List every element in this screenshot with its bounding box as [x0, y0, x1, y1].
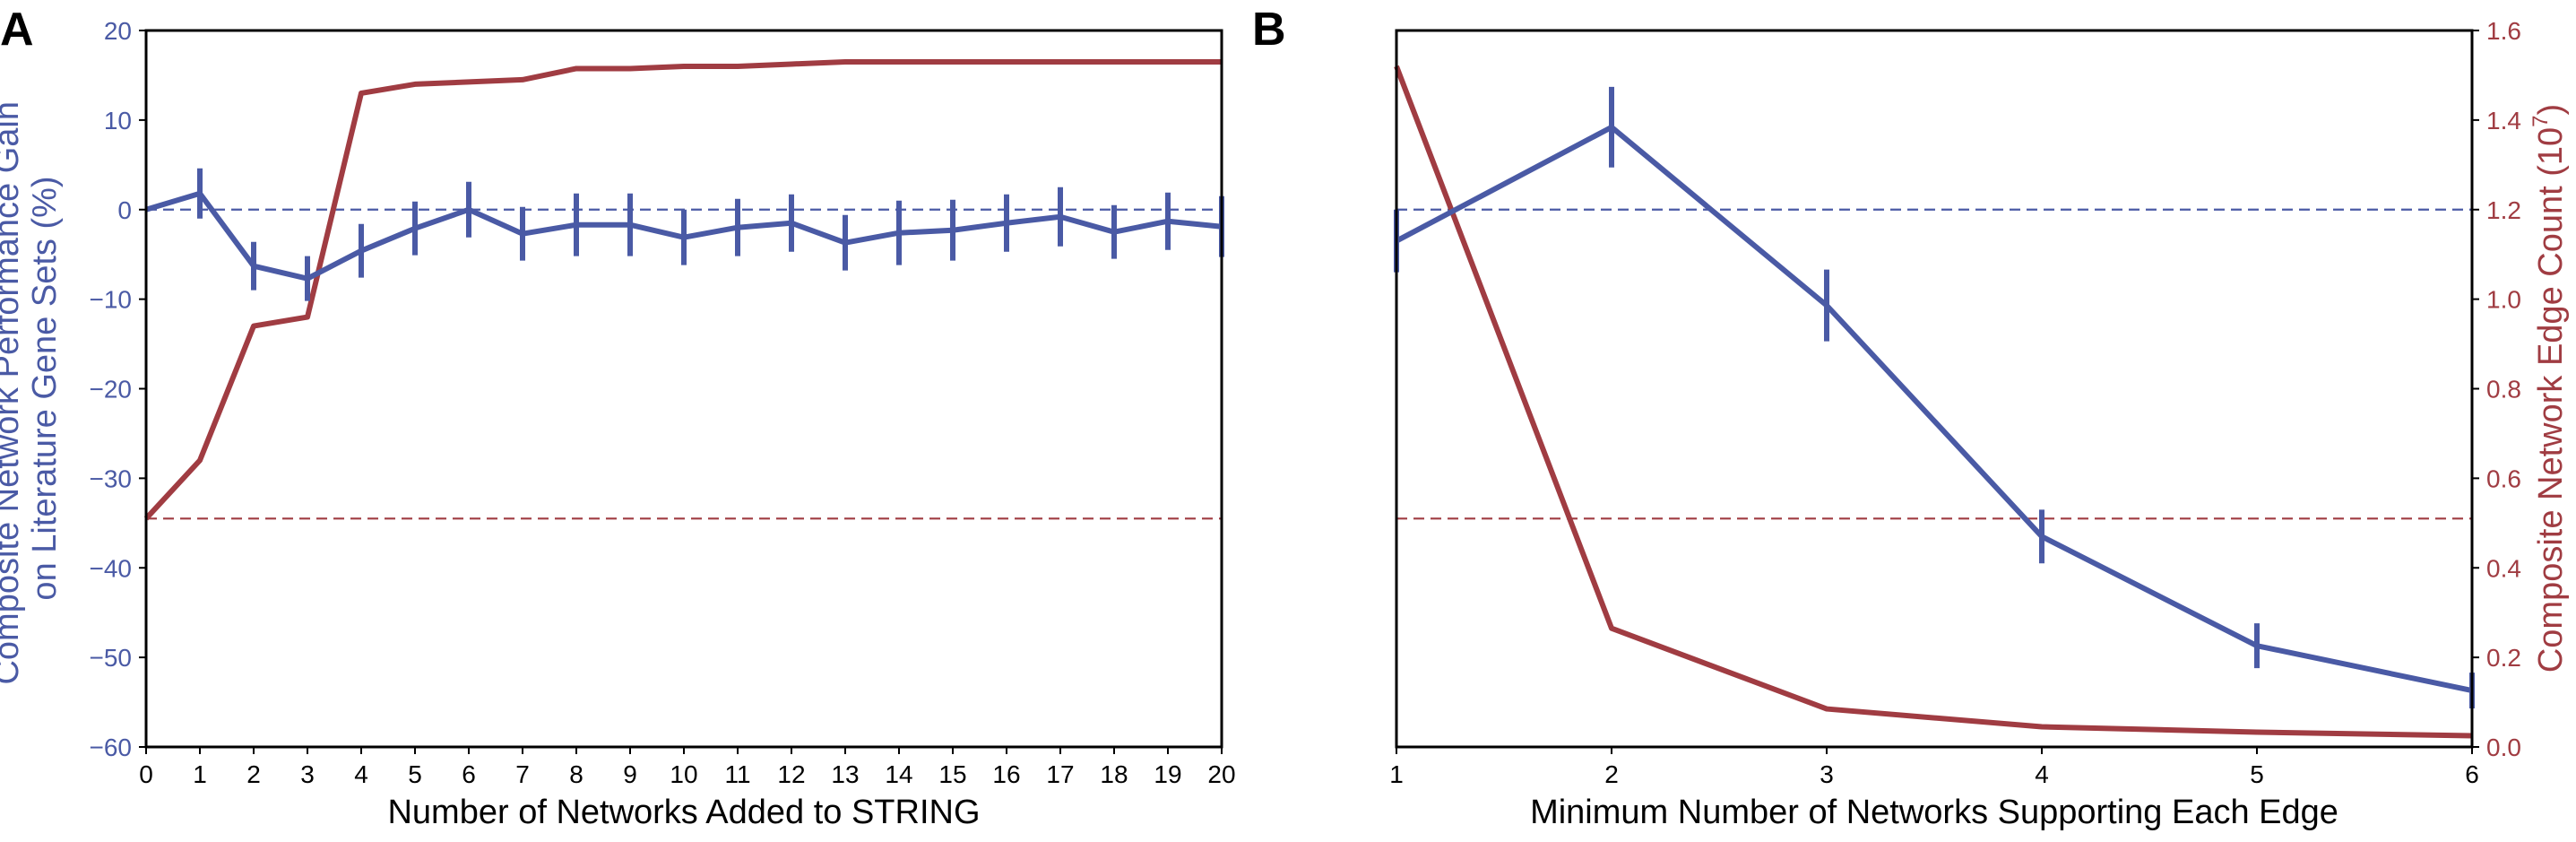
- panel-a-x-tick-label: 16: [992, 760, 1020, 788]
- panel-a-y-tick-label: −50: [90, 644, 133, 672]
- panel-b: B 1 2 3 4 5 6 0.0 0.2 0.4 0.6 0.8 1.0 1.2 1.4 1.6 Min…: [1252, 4, 2570, 831]
- panel-a-ylabel-line1: Composite Network Performance Gain: [0, 101, 26, 684]
- panel-a-x-tick-label: 5: [408, 760, 422, 788]
- panel-a-frame: [144, 29, 1223, 749]
- panel-b-x-tick-label: 3: [1820, 760, 1834, 788]
- panel-b-x-tick-label: 6: [2465, 760, 2479, 788]
- panel-a-ylabel: Composite Network Performance Gain on Li…: [0, 91, 64, 684]
- panel-b-y-tick-label: 0.4: [2486, 554, 2521, 582]
- panel-a-x-tick-label: 3: [300, 760, 315, 788]
- panel-a-x-tick-label: 15: [938, 760, 966, 788]
- panel-a-x-tick-label: 1: [193, 760, 207, 788]
- panel-a: A 0 1 2 3 4 5 6 7 8 9 10 11 12 13 14 15 16 17 18 19 20 −60−5…: [0, 4, 1236, 831]
- panel-b-x-tick-label: 1: [1389, 760, 1404, 788]
- panel-a-x-tick-label: 11: [724, 760, 750, 788]
- panel-a-x-tick-label: 8: [569, 760, 583, 788]
- panel-b-letter: B: [1252, 4, 1286, 56]
- panel-b-y-tick-label: 0.8: [2486, 376, 2521, 404]
- panel-a-y-tick-label: 0: [117, 196, 132, 224]
- panel-a-x-tick-label: 2: [246, 760, 261, 788]
- panel-b-y-tick-label: 1.0: [2486, 286, 2521, 314]
- panel-a-letter: A: [0, 4, 34, 56]
- panel-a-x-tick-label: 17: [1046, 760, 1074, 788]
- panel-b-y-tick-label: 0.6: [2486, 464, 2521, 492]
- panel-a-x-tick-label: 13: [831, 760, 859, 788]
- panel-a-x-tick-label: 20: [1207, 760, 1235, 788]
- panel-a-ylabel-line2: on Literature Gene Sets (%): [26, 176, 64, 600]
- panel-b-xlabel: Minimum Number of Networks Supporting Ea…: [1530, 794, 2338, 831]
- panel-a-x-tick-label: 0: [139, 760, 153, 788]
- panel-a-x-tick-label: 4: [354, 760, 368, 788]
- panel-a-y-tick-label: −10: [90, 286, 133, 314]
- panel-b-frame: [1395, 29, 2474, 749]
- panel-a-y-tick-label: −40: [90, 554, 133, 582]
- panel-b-x-tick-label: 5: [2250, 760, 2264, 788]
- panel-a-y-tick-label: −60: [90, 733, 133, 761]
- panel-b-performance-line: [1395, 124, 2473, 694]
- panel-a-y-tick-label: 20: [104, 17, 132, 45]
- panel-a-y-tick-label: −30: [90, 464, 133, 492]
- panel-a-x-tick-label: 18: [1100, 760, 1128, 788]
- panel-b-ylabel-sup: 7: [2528, 116, 2553, 127]
- panel-b-y-tick-label: 1.4: [2486, 107, 2521, 135]
- panel-a-y-tick-label: 10: [104, 107, 132, 135]
- panel-a-x-tick-label: 10: [670, 760, 697, 788]
- panel-a-x-tick-label: 19: [1154, 760, 1181, 788]
- panel-b-y-tick-label: 1.6: [2486, 17, 2521, 45]
- panel-b-x-tick-label: 2: [1604, 760, 1619, 788]
- panel-a-x-tick-label: 6: [462, 760, 476, 788]
- panel-b-x-tick-label: 4: [2035, 760, 2049, 788]
- panel-b-edge-count-line: [1394, 65, 2473, 739]
- panel-b-y-tick-label: 1.2: [2486, 196, 2521, 224]
- panel-a-x-tick-label: 14: [885, 760, 912, 788]
- panel-b-y-tick-label: 0.2: [2486, 644, 2521, 672]
- panel-a-xlabel: Number of Networks Added to STRING: [387, 794, 980, 831]
- panel-a-x-tick-label: 7: [515, 760, 530, 788]
- panel-a-edge-count-line: [143, 58, 1222, 521]
- panel-b-ylabel-main: Composite Network Edge Count (10: [2532, 127, 2570, 673]
- panel-a-x-tick-label: 9: [623, 760, 637, 788]
- panel-b-y-tick-label: 0.0: [2486, 733, 2521, 761]
- panel-a-y-tick-label: −20: [90, 376, 133, 404]
- panel-b-ylabel: Composite Network Edge Count (107): [2528, 104, 2570, 673]
- panel-a-x-tick-label: 12: [777, 760, 805, 788]
- panel-b-ylabel-end: ): [2532, 104, 2570, 116]
